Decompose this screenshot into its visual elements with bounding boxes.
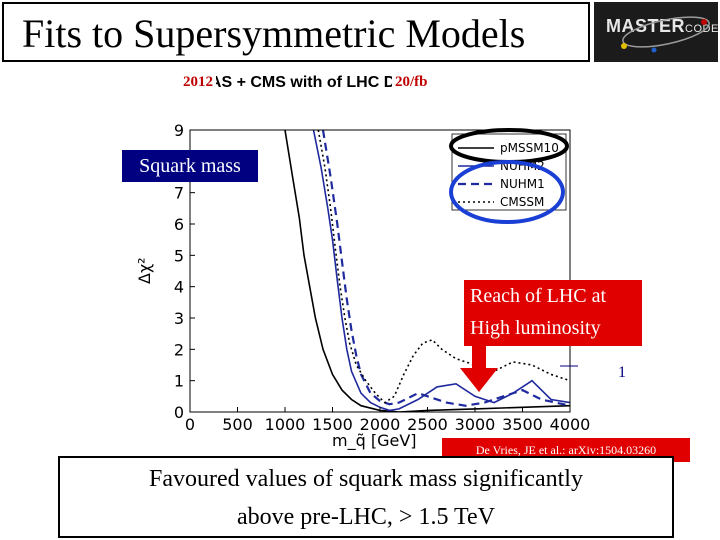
legend-label-cmssm: CMSSM	[500, 195, 544, 209]
y-tick-label: 4	[174, 278, 184, 297]
legend-highlight-blue	[449, 160, 565, 224]
reference-one: 1	[618, 364, 626, 381]
x-tick-label: 2500	[407, 415, 448, 434]
x-tick-label: 3000	[455, 415, 496, 434]
x-tick-label: 1500	[312, 415, 353, 434]
chart-header: ATLAS + CMS with of LHC Data	[180, 74, 419, 91]
x-tick-label: 3500	[502, 415, 543, 434]
series-line-nuhm1	[321, 130, 570, 407]
y-tick-label: 5	[174, 246, 184, 265]
legend-label-pmssm10: pMSSM10	[500, 141, 559, 155]
logo-sub: CODE	[685, 23, 719, 35]
x-tick-label: 1000	[265, 415, 306, 434]
x-tick-label: 2000	[360, 415, 401, 434]
down-arrow-icon	[460, 346, 498, 392]
y-tick-label: 6	[174, 215, 184, 234]
y-tick-label: 3	[174, 309, 184, 328]
x-tick-label: 500	[222, 415, 253, 434]
x-tick-label: 4000	[550, 415, 591, 434]
squark-mass-callout: Squark mass	[122, 150, 258, 182]
y-axis-label: Δχ²	[135, 257, 154, 284]
x-tick-label: 0	[185, 415, 195, 434]
series-line-nuhm2	[312, 130, 570, 412]
conclusion-line-2: above pre-LHC, > 1.5 TeV	[236, 504, 495, 530]
x-axis-label: m_q̃ [GeV]	[332, 431, 417, 451]
reach-line-1: Reach of LHC at	[470, 285, 607, 307]
y-tick-label: 0	[174, 403, 184, 422]
series-line-cmssm	[317, 130, 570, 404]
year-overlay: 2012	[180, 74, 216, 91]
y-tick-label: 9	[174, 121, 184, 140]
mastercode-logo: MASTERCODE	[594, 2, 718, 62]
conclusion-box: Favoured values of squark mass significa…	[58, 456, 674, 538]
reach-line-2: High luminosity	[470, 317, 601, 339]
logo-orbit-icon	[621, 16, 710, 53]
y-tick-label: 1	[174, 372, 184, 391]
lhc-reach-callout: Reach of LHC at High luminosity	[464, 280, 642, 346]
conclusion-line-1: Favoured values of squark mass significa…	[149, 466, 583, 492]
y-tick-label: 7	[174, 184, 184, 203]
title-box: Fits to Supersymmetric Models	[2, 2, 590, 62]
legend-label-nuhm1: NUHM1	[500, 177, 545, 191]
y-tick-label: 2	[174, 340, 184, 359]
luminosity-overlay: 20/fb	[392, 74, 431, 91]
slide-title: Fits to Supersymmetric Models	[22, 11, 526, 56]
series-line-pmssm10	[284, 130, 570, 412]
